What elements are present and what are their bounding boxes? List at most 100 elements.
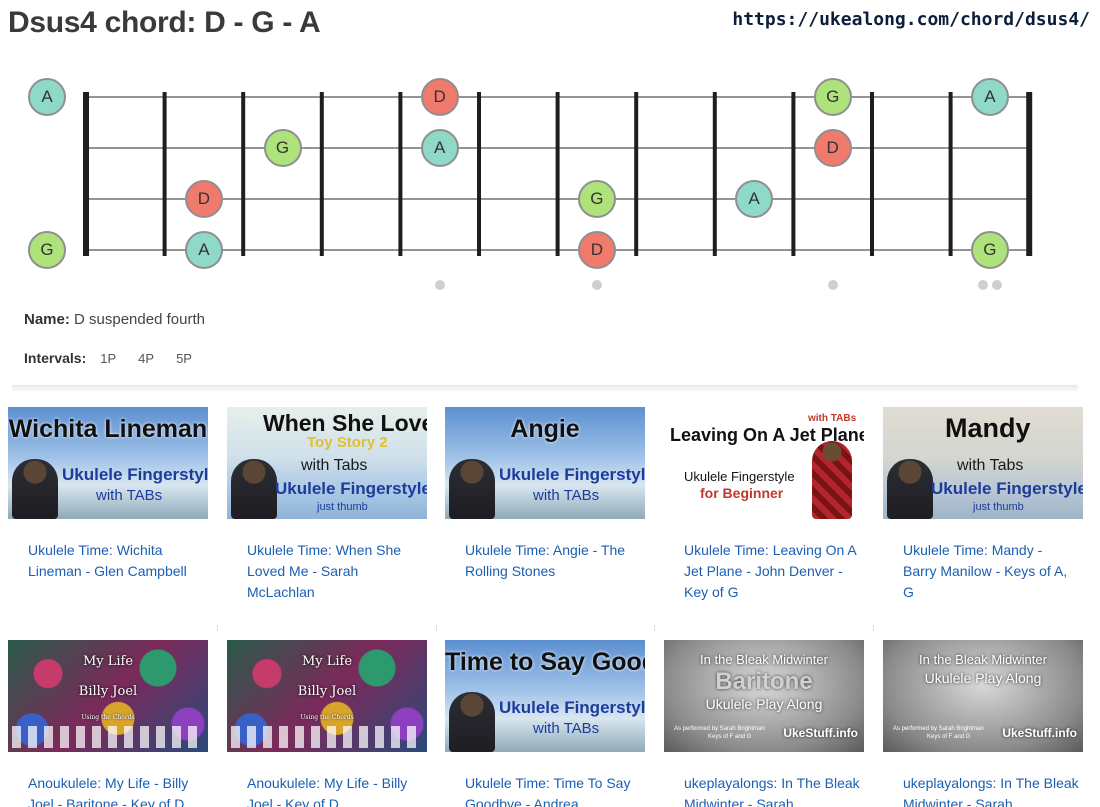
fret-position-dot	[991, 280, 1002, 290]
note-d-marker: D	[813, 129, 852, 167]
thumbnail-text: just thumb	[973, 501, 1024, 513]
thumbnail-text: Using the Chords	[81, 714, 135, 721]
thumbnail-text: Billy Joel	[297, 684, 357, 699]
thumbnail-text: Angie	[510, 415, 580, 443]
grid-separator	[873, 625, 874, 631]
thumbnail-text: with TABs	[533, 720, 600, 737]
thumbnail-person	[887, 459, 933, 519]
thumbnail-text: Ukulele Play Along	[924, 670, 1042, 686]
note-a-marker: A	[184, 231, 223, 269]
thumbnail-person	[449, 692, 495, 752]
thumbnail-text: My Life	[82, 654, 134, 669]
chord-diagram-strip	[231, 726, 423, 748]
video-title-link[interactable]: Ukulele Time: When She Loved Me - Sarah …	[247, 542, 402, 600]
thumbnail-text: In the Bleak Midwinter	[919, 652, 1047, 667]
fret-position-dot	[827, 280, 838, 290]
note-g-marker: G	[577, 180, 616, 218]
interval-item: 1P	[100, 350, 117, 366]
thumbnail-text: for Beginner	[700, 485, 784, 501]
thumbnail-text: Ukulele Fingerstyle	[62, 465, 208, 484]
thumbnail-text: with TABs	[96, 487, 163, 504]
video-title-link[interactable]: Ukulele Time: Angie - The Rolling Stones	[465, 542, 626, 579]
thumbnail-text: Ukulele Fingerstyle	[499, 698, 645, 717]
chord-name-label: Name:	[24, 311, 70, 328]
thumbnail-text: Ukulele Fingerstyle	[684, 469, 795, 484]
note-d-marker: D	[577, 231, 616, 269]
grid-separator	[436, 625, 437, 631]
chord-diagram-strip	[12, 726, 204, 748]
chord-name-value: D suspended fourth	[74, 311, 205, 328]
thumbnail-text: Ukulele Fingerstyle	[275, 479, 427, 498]
thumbnail-text: Keys of F and G	[708, 734, 752, 740]
thumbnail-text: Ukulele Fingerstyle	[499, 465, 645, 484]
fret-position-dot	[591, 280, 602, 290]
note-a-marker: A	[28, 78, 66, 116]
thumbnail-text: In the Bleak Midwinter	[700, 652, 828, 667]
video-thumbnail[interactable]: Mandy with Tabs Ukulele Fingerstyle just th…	[883, 407, 1083, 519]
thumbnail-text: with TABs	[808, 413, 857, 424]
video-thumbnail[interactable]: Wichita Lineman Ukulele Fingerstyle with T…	[8, 407, 208, 519]
video-title-link[interactable]: Ukulele Time: Time To Say Goodbye - Andr…	[465, 775, 631, 807]
interval-item: 5P	[176, 350, 192, 366]
video-title-link[interactable]: Ukulele Time: Leaving On A Jet Plane - J…	[684, 542, 856, 600]
thumbnail-text: When She Loved Me	[263, 410, 427, 436]
thumbnail-text: with TABs	[533, 487, 600, 504]
video-thumbnail[interactable]: Angie Ukulele Fingerstyle with TABs	[445, 407, 645, 519]
intervals-row: Intervals: 1P 4P 5P	[24, 350, 214, 366]
thumbnail-text: Wichita Lineman	[8, 415, 208, 443]
thumbnail-text: Ukulele Fingerstyle	[931, 479, 1083, 498]
thumbnail-text: Leaving On A Jet Plane	[670, 425, 864, 445]
interval-item: 4P	[138, 350, 155, 366]
video-thumbnail[interactable]: In the Bleak Midwinter Ukulele Play Along…	[883, 640, 1083, 752]
video-thumbnail[interactable]: In the Bleak Midwinter Baritone Ukulele Pl…	[664, 640, 864, 752]
video-title-link[interactable]: Anoukulele: My Life - Billy Joel - Barit…	[28, 775, 189, 807]
grid-separator	[654, 625, 655, 631]
thumbnail-text: As performed by Sarah Brightman	[893, 726, 984, 732]
video-thumbnail[interactable]: Leaving On A Jet Plane with TABs Ukulele F…	[664, 407, 864, 519]
fretboard-grid	[83, 92, 1033, 256]
video-title-link[interactable]: Anoukulele: My Life - Billy Joel - Key o…	[247, 775, 408, 807]
page-url[interactable]: https://ukealong.com/chord/dsus4/	[732, 9, 1090, 30]
thumbnail-text: Time to Say Goodbye	[445, 648, 645, 676]
video-thumbnail[interactable]: When She Loved MeToy Story 2 with Tabs Uku…	[227, 407, 427, 519]
grid-separator	[217, 625, 218, 631]
thumbnail-text: As performed by Sarah Brightman	[674, 726, 765, 732]
note-a-marker: A	[735, 180, 774, 218]
thumbnail-text: Using the Chords	[300, 714, 354, 721]
thumbnail-text: UkeStuff.info	[1002, 726, 1077, 740]
thumbnail-text: Mandy	[945, 413, 1031, 443]
thumbnail-text: just thumb	[317, 501, 368, 513]
fret-position-dot	[977, 280, 988, 290]
thumbnail-person	[449, 459, 495, 519]
video-title-link[interactable]: Ukulele Time: Mandy - Barry Manilow - Ke…	[903, 542, 1068, 600]
note-d-marker: D	[184, 180, 223, 218]
section-divider	[12, 385, 1078, 389]
note-g-marker: G	[970, 231, 1009, 269]
note-a-marker: A	[970, 78, 1009, 116]
thumbnail-person	[812, 441, 852, 519]
note-g-marker: G	[263, 129, 302, 167]
thumbnail-person	[231, 459, 277, 519]
thumbnail-text: with Tabs	[957, 457, 1024, 474]
page-title: Dsus4 chord: D - G - A	[8, 6, 321, 39]
video-title-link[interactable]: Ukulele Time: Wichita Lineman - Glen Cam…	[28, 542, 187, 579]
thumbnail-text: Keys of F and G	[927, 734, 971, 740]
note-d-marker: D	[420, 78, 459, 116]
video-title-link[interactable]: ukeplayalongs: In The Bleak Midwinter - …	[903, 775, 1079, 807]
video-thumbnail[interactable]: My Life Billy Joel Using the Chords	[8, 640, 208, 752]
note-a-marker: A	[420, 129, 459, 167]
fret-position-dot	[434, 280, 445, 290]
thumbnail-text: Ukulele Play Along	[705, 696, 823, 712]
video-title-link[interactable]: ukeplayalongs: In The Bleak Midwinter - …	[684, 775, 860, 807]
thumbnail-text: Billy Joel	[78, 684, 138, 699]
video-thumbnail[interactable]: My Life Billy Joel Using the Chords	[227, 640, 427, 752]
thumbnail-person	[12, 459, 58, 519]
note-g-marker: G	[28, 231, 66, 269]
video-thumbnail[interactable]: Time to Say Goodbye Ukulele Fingerstyle wi…	[445, 640, 645, 752]
thumbnail-text: Toy Story 2	[307, 434, 388, 451]
thumbnail-text: Baritone	[715, 668, 813, 695]
note-g-marker: G	[813, 78, 852, 116]
thumbnail-text: My Life	[301, 654, 353, 669]
intervals-label: Intervals:	[24, 350, 87, 366]
